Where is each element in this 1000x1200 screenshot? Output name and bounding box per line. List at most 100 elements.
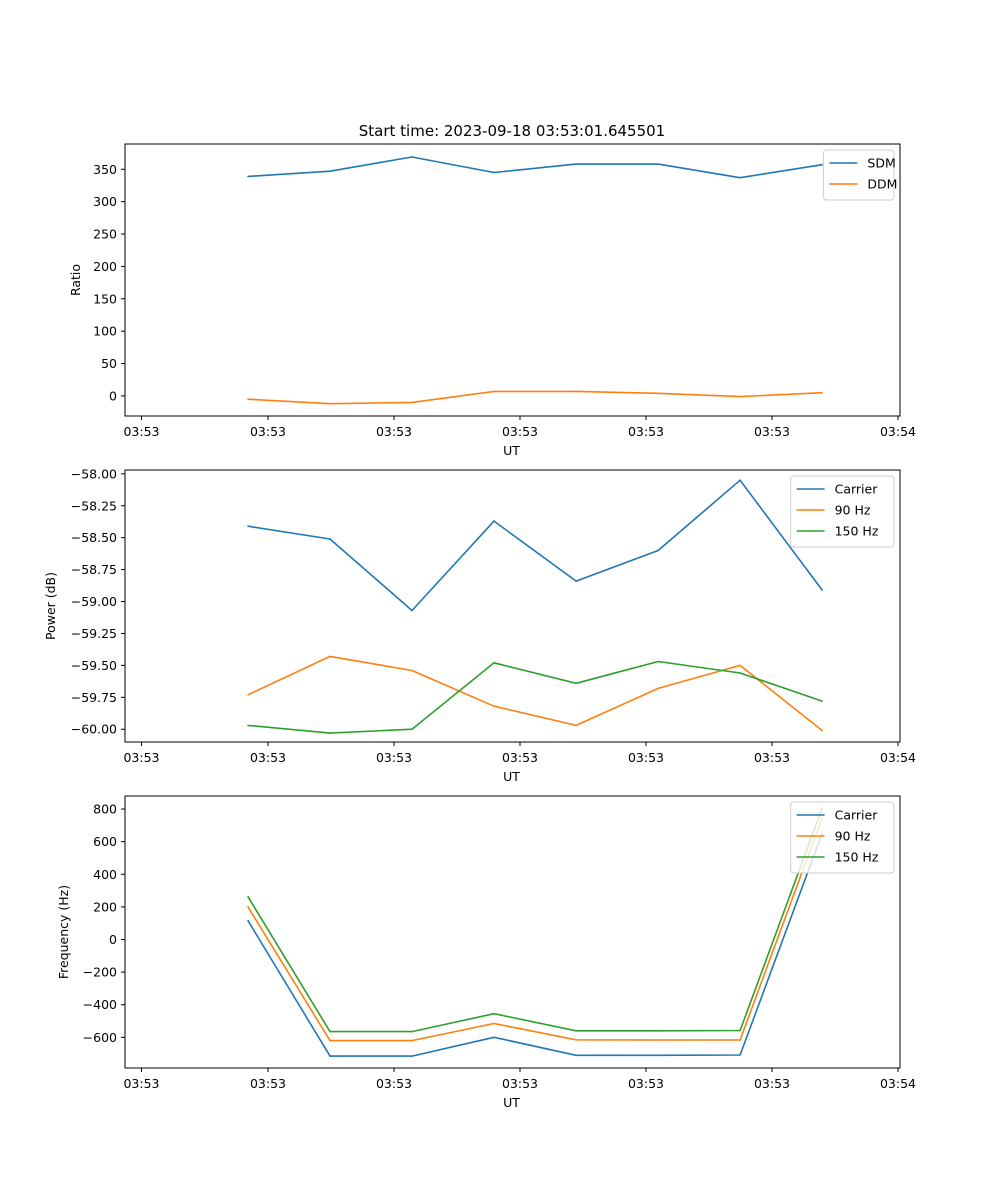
data-point [493, 1012, 495, 1015]
data-point [329, 1030, 331, 1033]
data-point [411, 669, 413, 672]
y-tick-label: −59.75 [71, 690, 117, 705]
y-tick-label: 150 [93, 291, 117, 306]
data-point [329, 1055, 331, 1057]
data-point [247, 398, 249, 400]
axes-frame [124, 795, 901, 1069]
x-axis-label: UT [503, 1095, 520, 1110]
data-point [575, 390, 577, 393]
data-point [493, 1036, 495, 1039]
y-tick-label: −58.25 [71, 498, 117, 513]
data-point [329, 170, 331, 172]
data-point [739, 1054, 741, 1056]
y-tick-label: −60.00 [71, 722, 117, 737]
x-tick-label: 03:53 [250, 1076, 286, 1091]
data-point [575, 163, 577, 165]
y-tick-label: −59.00 [71, 594, 117, 609]
x-tick-label: 03:53 [502, 1076, 538, 1091]
data-point [411, 1055, 413, 1057]
legend-label: 150 Hz [835, 524, 879, 539]
data-point [575, 1054, 577, 1057]
y-tick-label: −200 [83, 965, 117, 980]
legend: Carrier 90 Hz 150 Hz [790, 801, 895, 874]
y-tick-label: 800 [93, 802, 117, 817]
y-axis-label: Ratio [68, 264, 83, 296]
x-tick-label: 03:53 [123, 750, 159, 765]
data-point [247, 693, 249, 696]
data-point [657, 549, 659, 552]
data-point [575, 1038, 577, 1041]
data-point [657, 392, 659, 395]
data-point [493, 705, 495, 708]
y-tick-label: 200 [93, 899, 117, 914]
data-point [493, 171, 495, 174]
y-tick-label: 400 [93, 867, 117, 882]
data-point [411, 728, 413, 731]
chart-panel-2: −58.00 −58.25 −58.50 −58.75 −59.00 −59.25 −59.… [43, 466, 916, 784]
x-tick-label: 03:53 [376, 750, 412, 765]
legend-label: 150 Hz [835, 850, 879, 865]
x-tick-label: 03:53 [628, 1076, 664, 1091]
x-tick-label: 03:53 [628, 424, 664, 439]
y-tick-label: 200 [93, 259, 117, 274]
data-point [739, 395, 741, 398]
chart-panel-1: 0 50 100 150 200 250 300 350 03:53 03:53 03:53 03:5… [68, 143, 916, 458]
y-tick-label: −59.25 [71, 626, 117, 641]
y-tick-label: 50 [101, 356, 117, 371]
x-axis-label: UT [503, 769, 520, 784]
data-point [329, 1039, 331, 1042]
y-axis-label: Power (dB) [43, 572, 58, 640]
data-point [411, 609, 413, 612]
x-tick-label: 03:53 [250, 424, 286, 439]
data-point [821, 729, 823, 732]
series-line-90-hz [247, 817, 823, 1042]
y-tick-label: 100 [93, 324, 117, 339]
x-tick-label: 03:54 [880, 424, 916, 439]
data-point [329, 538, 331, 540]
y-tick-label: 600 [93, 834, 117, 849]
y-axis-label: Frequency (Hz) [56, 885, 71, 979]
chart-panel-3: 800 600 400 200 0 −200 −400 −600 03:53 03:53 03:53… [56, 795, 916, 1110]
legend-label: 90 Hz [835, 503, 871, 518]
data-point [575, 580, 577, 582]
series-line-sdm [247, 156, 823, 179]
data-point [657, 687, 659, 690]
data-point [575, 682, 577, 685]
y-tick-label: −59.50 [71, 658, 117, 673]
x-tick-label: 03:53 [754, 750, 790, 765]
series-line-150-hz [247, 660, 823, 734]
series-line-carrier [247, 833, 823, 1057]
series-line-carrier [247, 479, 823, 612]
data-point [247, 895, 249, 898]
x-tick-label: 03:53 [250, 750, 286, 765]
y-tick-label: −58.00 [71, 466, 117, 481]
y-tick-label: −58.50 [71, 530, 117, 545]
series-line-150-hz [247, 807, 823, 1033]
data-point [657, 660, 659, 663]
data-point [493, 520, 495, 522]
data-point [657, 163, 659, 165]
data-point [247, 906, 249, 908]
x-tick-label: 03:54 [880, 1076, 916, 1091]
data-point [329, 655, 331, 658]
data-point [821, 589, 823, 591]
legend-label: Carrier [835, 808, 879, 823]
x-axis-label: UT [503, 443, 520, 458]
y-tick-label: 250 [93, 227, 117, 242]
x-tick-label: 03:53 [754, 1076, 790, 1091]
legend-label: DDM [867, 177, 897, 192]
x-tick-label: 03:53 [123, 424, 159, 439]
data-point [411, 1030, 413, 1033]
data-point [247, 525, 249, 527]
data-point [329, 402, 331, 405]
data-point [739, 1029, 741, 1032]
data-point [657, 1039, 659, 1041]
legend: Carrier 90 Hz 150 Hz [790, 475, 895, 548]
legend-label: 90 Hz [835, 829, 871, 844]
data-point [739, 664, 741, 667]
x-tick-label: 03:53 [502, 424, 538, 439]
y-tick-label: −400 [83, 997, 117, 1012]
data-point [329, 732, 331, 734]
y-tick-label: 0 [109, 388, 117, 403]
figure-title: Start time: 2023-09-18 03:53:01.645501 [359, 122, 665, 140]
